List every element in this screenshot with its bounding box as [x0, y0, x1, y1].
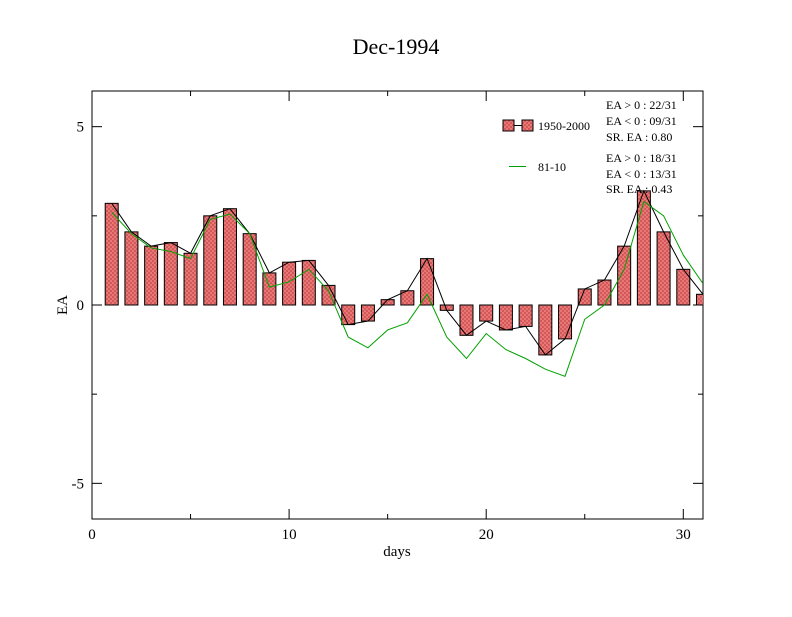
bar-day-14: [360, 304, 375, 322]
bar-day-28: [636, 190, 651, 306]
bar-day-19: [459, 304, 474, 336]
y-axis-label: EA: [55, 295, 71, 315]
bar-day-1: [104, 202, 119, 306]
x-axis-label: days: [383, 544, 411, 560]
stat-1950-2000-negative: EA < 0 : 09/31: [606, 114, 677, 128]
line-81-10: [111, 200, 703, 377]
axis-ticks: 0 10 20 30 -5 0 5: [72, 91, 703, 543]
x-tick-label: 20: [479, 527, 494, 543]
line-series: [111, 189, 703, 377]
stat-1950-2000-sr: SR. EA : 0.80: [606, 130, 672, 144]
x-tick-label: 0: [88, 527, 96, 543]
bar-day-2: [124, 231, 139, 306]
legend: 1950-2000 EA > 0 : 22/31 EA < 0 : 09/31 …: [502, 98, 677, 196]
stat-81-10-positive: EA > 0 : 18/31: [606, 151, 677, 165]
x-tick-label: 10: [282, 527, 297, 543]
bar-day-26: [597, 279, 612, 306]
legend-swatch-bar-left: [502, 119, 515, 132]
line-1950-2000: [111, 189, 703, 356]
bar-day-8: [242, 233, 257, 306]
y-tick-label: -5: [72, 476, 85, 492]
y-tick-label: 0: [77, 298, 85, 314]
bar-day-24: [558, 304, 573, 340]
bar-day-5: [183, 252, 198, 306]
stat-1950-2000-positive: EA > 0 : 22/31: [606, 98, 677, 112]
y-tick-label: 5: [77, 120, 85, 136]
bar-day-29: [656, 231, 671, 306]
bar-day-22: [518, 304, 533, 327]
bar-day-9: [262, 272, 277, 306]
x-tick-label: 30: [676, 527, 691, 543]
chart-title: Dec-1994: [353, 34, 440, 59]
stat-81-10-sr: SR. EA : 0.43: [606, 182, 672, 196]
bar-day-11: [301, 259, 316, 306]
bar-day-23: [538, 304, 553, 356]
bar-series-1950-2000: [104, 190, 703, 356]
legend-label-1950-2000: 1950-2000: [538, 119, 590, 133]
bar-day-25: [577, 288, 592, 306]
bar-day-20: [479, 304, 494, 322]
bar-day-10: [282, 261, 297, 306]
bar-day-21: [498, 304, 513, 331]
legend-label-81-10: 81-10: [538, 160, 566, 174]
legend-swatch-bar-right: [521, 119, 534, 132]
stat-81-10-negative: EA < 0 : 13/31: [606, 167, 677, 181]
bar-day-31: [696, 293, 703, 306]
bar-day-3: [144, 245, 159, 306]
bar-day-7: [222, 208, 237, 306]
